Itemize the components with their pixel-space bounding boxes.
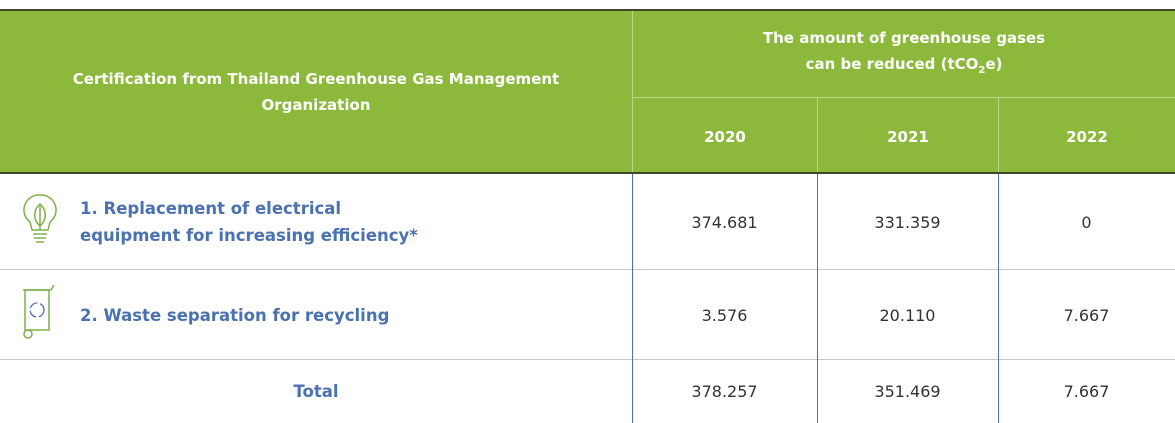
cell-value: 20.110 (879, 305, 936, 325)
column-rule (998, 174, 999, 423)
cell-value: 331.359 (874, 212, 941, 232)
row-rule (0, 269, 1175, 270)
column-rule (632, 174, 633, 423)
cell-value: 3.576 (701, 305, 748, 325)
column-rule (817, 174, 818, 423)
row-rule (0, 359, 1175, 360)
cell-value: 0 (1081, 212, 1092, 232)
cell-value: 7.667 (1063, 382, 1110, 401)
header-rule (0, 172, 1175, 174)
bulb-icon (23, 194, 57, 243)
year-header: 2022 (998, 98, 1175, 172)
cell-value: 7.667 (1063, 305, 1110, 325)
header-text: Certification from Thailand Greenhouse G… (72, 70, 560, 114)
year-header: 2021 (817, 98, 998, 172)
subscript: 2 (978, 64, 986, 76)
header-amount: The amount of greenhouse gases can be red… (632, 11, 1175, 98)
cell-value: 351.469 (874, 382, 941, 401)
header-line: The amount of greenhouse gases (762, 28, 1046, 47)
header-line: e) (985, 54, 1003, 73)
total-label: Total (293, 382, 339, 401)
top-rule (0, 9, 1175, 11)
header-label: Certification from Thailand Greenhouse G… (0, 11, 632, 173)
cell-value: 378.257 (691, 382, 758, 401)
year-header: 2020 (632, 98, 817, 172)
bin-icon (23, 284, 55, 339)
header-line: can be reduced (tCO (805, 54, 979, 73)
header-amount-text: The amount of greenhouse gases can be red… (763, 25, 1045, 84)
row-label: 1. Replacement of electrical equipment f… (80, 199, 418, 245)
cell-value: 374.681 (691, 212, 758, 232)
row-label: 2. Waste separation for recycling (80, 305, 390, 325)
